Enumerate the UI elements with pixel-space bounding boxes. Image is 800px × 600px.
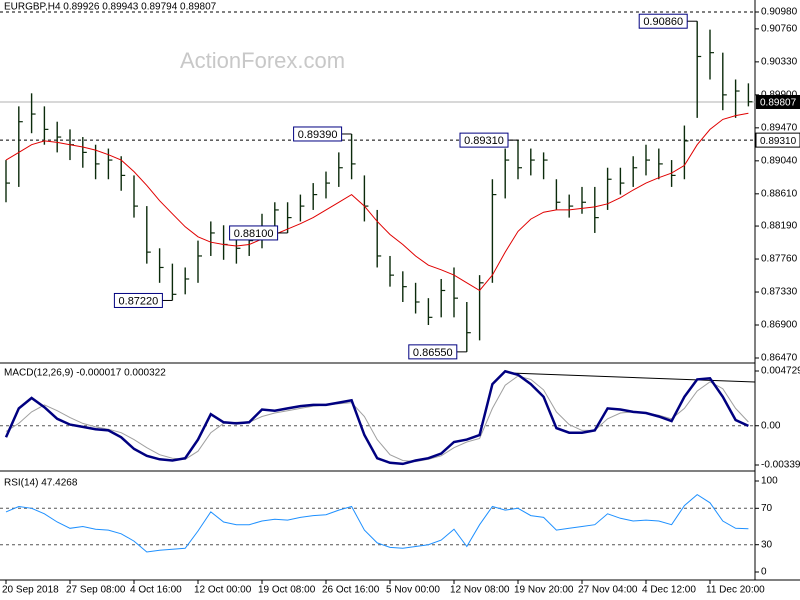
y-tick-label: 0.87760: [761, 254, 798, 265]
y-tick-label: 30: [761, 539, 773, 550]
rsi-line: [5, 493, 749, 553]
x-tick-label: 19 Nov 20:00: [514, 585, 574, 596]
annotation-label: 0.87220: [119, 295, 159, 307]
x-tick-label: 20 Sep 2018: [2, 585, 59, 596]
annotation-box: [459, 132, 509, 148]
annotation-label: 0.88100: [234, 228, 274, 240]
y-tick-label: 0.87330: [761, 287, 798, 298]
annotation-label: 0.89390: [298, 129, 338, 141]
current-price-label: 0.89807: [760, 98, 797, 109]
y-tick-label: 0.88190: [761, 221, 798, 232]
y-tick-label: 0.90760: [761, 24, 798, 35]
x-tick-label: 12 Oct 00:00: [194, 585, 252, 596]
annotation-box: [293, 126, 343, 142]
indicator-title: MACD(12,26,9) -0.000017 0.000322: [4, 368, 166, 379]
y-tick-label: -0.003391: [761, 460, 800, 471]
level-box: [755, 132, 800, 148]
x-tick-label: 5 Nov 00:00: [386, 585, 440, 596]
annotation-label: 0.86550: [413, 347, 453, 359]
x-tick-label: 4 Oct 16:00: [130, 585, 182, 596]
indicator-title: RSI(14) 47.4268: [4, 478, 78, 489]
x-tick-label: 11 Dec 20:00: [706, 585, 765, 596]
y-tick-label: 100: [761, 476, 778, 487]
signal-line: [5, 375, 749, 463]
x-tick-label: 27 Sep 08:00: [66, 585, 126, 596]
macd-line: [4, 369, 749, 466]
x-tick-label: 27 Nov 04:00: [578, 585, 638, 596]
x-tick-label: 19 Oct 08:00: [258, 585, 316, 596]
watermark: ActionForex.com: [180, 48, 345, 73]
y-tick-label: 0.88610: [761, 188, 798, 199]
x-tick-label: 12 Nov 08:00: [450, 585, 510, 596]
x-tick-label: 4 Dec 12:00: [642, 585, 696, 596]
annotation-label: 0.90860: [643, 16, 683, 28]
annotation-label: 0.89310: [464, 135, 504, 147]
y-tick-label: 0.86470: [761, 353, 798, 364]
y-tick-label: 0.004729: [761, 366, 800, 377]
moving-average: [5, 112, 749, 292]
y-tick-label: 70: [761, 503, 773, 514]
y-tick-label: 0.86900: [761, 320, 798, 331]
y-tick-label: 0.89470: [761, 122, 798, 133]
annotation-box: [638, 13, 688, 29]
y-tick-label: 0: [761, 567, 767, 578]
chart-title: EURGBP,H4 0.89926 0.89943 0.89794 0.8980…: [4, 2, 217, 13]
current-price-box: [756, 94, 800, 109]
annotation-box: [229, 225, 279, 241]
level-label: 0.89310: [760, 136, 797, 147]
macd-trendline: [509, 372, 756, 383]
annotation-box: [113, 292, 163, 308]
annotation-box: [408, 344, 458, 360]
y-tick-label: 0.90330: [761, 57, 798, 68]
y-tick-label: 0.90980: [761, 7, 798, 18]
y-tick-label: 0.00: [761, 420, 781, 431]
x-tick-label: 26 Oct 16:00: [322, 585, 380, 596]
y-tick-label: 0.89040: [761, 155, 798, 166]
